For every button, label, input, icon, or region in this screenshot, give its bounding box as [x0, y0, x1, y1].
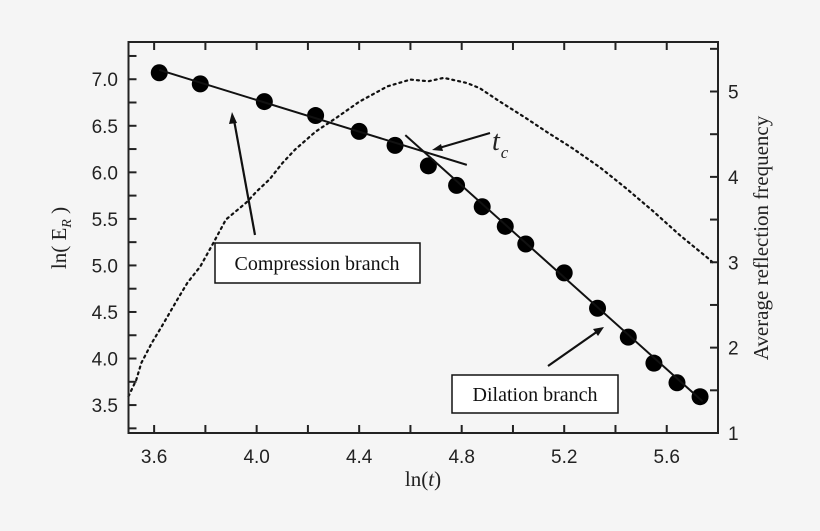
- y2-axis-title: Average reflection frequency: [749, 115, 773, 360]
- y2-tick-label: 2: [728, 339, 739, 360]
- y-axis-title-main: ln( E: [47, 228, 71, 269]
- tc-label: tc: [492, 126, 509, 162]
- y-tick-label: 3.5: [92, 396, 118, 417]
- tc-arrowhead: [432, 144, 443, 151]
- x-tick-label: 4.0: [243, 447, 269, 468]
- y2-tick-label: 5: [728, 83, 739, 104]
- x-tick-label: 4.8: [448, 447, 474, 468]
- y2-tick-label: 4: [728, 168, 739, 189]
- tc-label-sub: c: [501, 143, 509, 162]
- y-tick-label: 6.5: [92, 117, 118, 138]
- x-axis-title-close: ): [434, 467, 441, 491]
- data-point: [619, 328, 637, 346]
- plot-frame: [127, 41, 719, 434]
- reflection-frequency-line: [127, 76, 717, 398]
- y2-tick-label: 3: [728, 253, 739, 274]
- data-point: [191, 75, 209, 93]
- dilation-annotation: Dilation branch: [451, 327, 619, 414]
- y-axis-title-close: ): [47, 207, 71, 219]
- dilation-arrow: [547, 330, 599, 367]
- compression-label: Compression branch: [235, 253, 400, 275]
- y-tick-label: 4.5: [92, 303, 118, 324]
- data-point: [150, 64, 168, 82]
- data-point: [448, 176, 466, 194]
- dilation-arrowhead: [593, 327, 604, 336]
- x-axis-title-text: ln(: [405, 467, 428, 491]
- dilation-box: [451, 374, 619, 414]
- y-axis-title: ln( ER ): [47, 207, 75, 269]
- x-tick-label: 5.6: [654, 447, 680, 468]
- x-tick-label: 4.4: [346, 447, 373, 468]
- compression-arrowhead: [229, 112, 237, 124]
- y2-tick-label: 1: [728, 424, 739, 445]
- y-axis-title-sub: R: [60, 219, 75, 229]
- data-point: [555, 264, 573, 282]
- x-tick-label: 5.2: [551, 447, 577, 468]
- y-tick-label: 5.5: [92, 210, 118, 231]
- data-point: [473, 198, 491, 216]
- fit-line-2: [404, 134, 704, 403]
- compression-arrow: [232, 119, 257, 236]
- y-tick-label: 6.0: [92, 163, 118, 184]
- dilation-label: Dilation branch: [473, 384, 598, 406]
- tc-label-main: t: [492, 126, 501, 157]
- data-point: [645, 354, 663, 372]
- y-tick-label: 4.0: [92, 350, 118, 371]
- compression-annotation: Compression branch: [214, 112, 421, 284]
- y-tick-label: 5.0: [92, 256, 118, 277]
- fit-line-1: [158, 68, 468, 166]
- tc-annotation: tc: [432, 126, 509, 162]
- x-axis-title-variable: t: [428, 467, 435, 491]
- data-point: [691, 388, 709, 406]
- y-tick-label: 7.0: [92, 70, 118, 91]
- x-tick-label: 3.6: [141, 447, 167, 468]
- axis-ticks: 3.6 4.0 4.4 4.8 5.2 5.6 3.5 4.0 4.5 5.0 5.5 6.0 6.5 7…: [92, 42, 739, 468]
- x-axis-title: ln(t): [405, 467, 441, 491]
- tc-arrow: [438, 132, 491, 149]
- data-point: [419, 157, 437, 175]
- compression-box: [214, 242, 421, 284]
- data-point: [668, 374, 686, 392]
- plot-marks: [127, 64, 717, 406]
